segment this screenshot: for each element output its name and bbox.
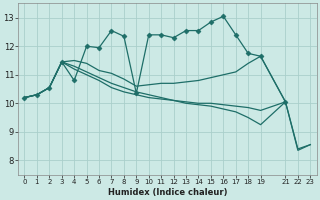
X-axis label: Humidex (Indice chaleur): Humidex (Indice chaleur) xyxy=(108,188,227,197)
